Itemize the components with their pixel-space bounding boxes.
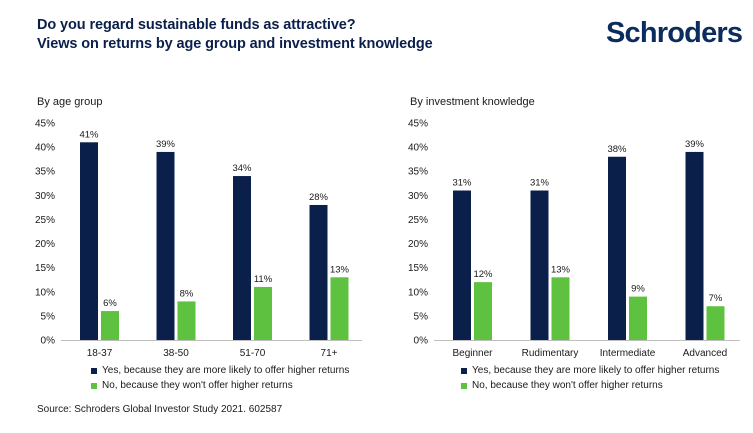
y-tick-label: 10% (408, 287, 428, 298)
age-group-chart: 0% 5% 10% 15% 20% 25% 30% 35% 40% 45% 41% 6% 18-37 39… (35, 119, 362, 359)
y-tick-label: 15% (408, 263, 428, 274)
data-label: 6% (103, 298, 117, 309)
y-tick-label: 35% (35, 167, 55, 178)
bar-yes (608, 156, 626, 340)
data-label: 13% (330, 264, 350, 275)
bar-no (706, 306, 725, 340)
bar-no (330, 277, 349, 340)
data-label: 34% (232, 163, 252, 174)
bar-yes (233, 176, 251, 340)
legend-label-no: No, because they won't offer higher retu… (102, 380, 293, 391)
legend-item-no: No, because they won't offer higher retu… (461, 378, 719, 393)
y-tick-label: 20% (408, 239, 428, 250)
x-tick-label: Advanced (683, 348, 727, 359)
x-tick-label: 51-70 (240, 348, 266, 359)
x-tick-label: Rudimentary (522, 348, 579, 359)
y-tick-label: 0% (41, 336, 56, 347)
data-label: 39% (156, 139, 176, 150)
bar-yes (530, 190, 549, 340)
y-tick-label: 25% (408, 215, 428, 226)
y-tick-label: 40% (35, 143, 55, 154)
x-tick-label: 18-37 (87, 348, 113, 359)
y-tick-label: 15% (35, 263, 55, 274)
data-label: 9% (631, 284, 645, 295)
bar-no (177, 301, 196, 340)
legend-label-yes: Yes, because they are more likely to off… (472, 365, 720, 376)
y-tick-label: 30% (35, 191, 55, 202)
data-label: 31% (530, 178, 550, 189)
legend-investment-knowledge: Yes, because they are more likely to off… (461, 363, 719, 393)
y-tick-label: 0% (414, 336, 429, 347)
data-label: 13% (551, 264, 571, 275)
legend-item-no: No, because they won't offer higher retu… (91, 378, 349, 393)
y-tick-label: 45% (408, 119, 428, 130)
x-tick-label: 71+ (321, 348, 338, 359)
chart-subtitle: Views on returns by age group and invest… (37, 36, 433, 52)
data-label: 41% (79, 129, 99, 140)
bar-no (629, 296, 647, 340)
data-label: 7% (709, 293, 723, 304)
y-tick-label: 45% (35, 119, 55, 130)
y-tick-label: 5% (41, 311, 56, 322)
legend-item-yes: Yes, because they are more likely to off… (461, 363, 719, 378)
legend-label-no: No, because they won't offer higher retu… (472, 380, 663, 391)
bar-yes (309, 204, 328, 340)
legend-label-yes: Yes, because they are more likely to off… (102, 365, 350, 376)
bar-yes (156, 151, 175, 340)
legend-swatch-no (461, 382, 467, 389)
bar-no (474, 282, 492, 340)
legend-age-group: Yes, because they are more likely to off… (91, 363, 349, 393)
data-label: 31% (452, 178, 472, 189)
y-tick-label: 20% (35, 239, 55, 250)
bar-no (551, 277, 570, 340)
data-label: 39% (685, 139, 705, 150)
investment-knowledge-chart: 0% 5% 10% 15% 20% 25% 30% 35% 40% 45% 31% 12% Beginn… (408, 119, 740, 359)
source-note: Source: Schroders Global Investor Study … (37, 404, 283, 415)
chart-title: Do you regard sustainable funds as attra… (37, 17, 356, 33)
bar-yes (453, 190, 471, 340)
y-tick-label: 5% (414, 311, 429, 322)
schroders-logo: Schroders (606, 17, 743, 49)
y-tick-label: 25% (35, 215, 55, 226)
panel-title-investment-knowledge: By investment knowledge (410, 96, 535, 108)
y-tick-label: 30% (408, 191, 428, 202)
legend-swatch-yes (461, 367, 467, 374)
legend-item-yes: Yes, because they are more likely to off… (91, 363, 349, 378)
panel-title-age-group: By age group (37, 96, 103, 108)
bar-yes (685, 151, 704, 340)
bar-no (254, 286, 272, 340)
y-tick-label: 40% (408, 143, 428, 154)
data-label: 8% (180, 288, 194, 299)
bar-yes (80, 142, 98, 340)
y-tick-label: 35% (408, 167, 428, 178)
bar-no (101, 311, 119, 340)
data-label: 11% (254, 274, 273, 285)
x-tick-label: 38-50 (163, 348, 189, 359)
legend-swatch-yes (91, 367, 97, 374)
data-label: 12% (473, 269, 493, 280)
data-label: 28% (309, 192, 329, 203)
x-tick-label: Intermediate (600, 348, 656, 359)
y-tick-label: 10% (35, 287, 55, 298)
x-tick-label: Beginner (452, 348, 493, 359)
data-label: 38% (607, 144, 627, 155)
legend-swatch-no (91, 382, 97, 389)
